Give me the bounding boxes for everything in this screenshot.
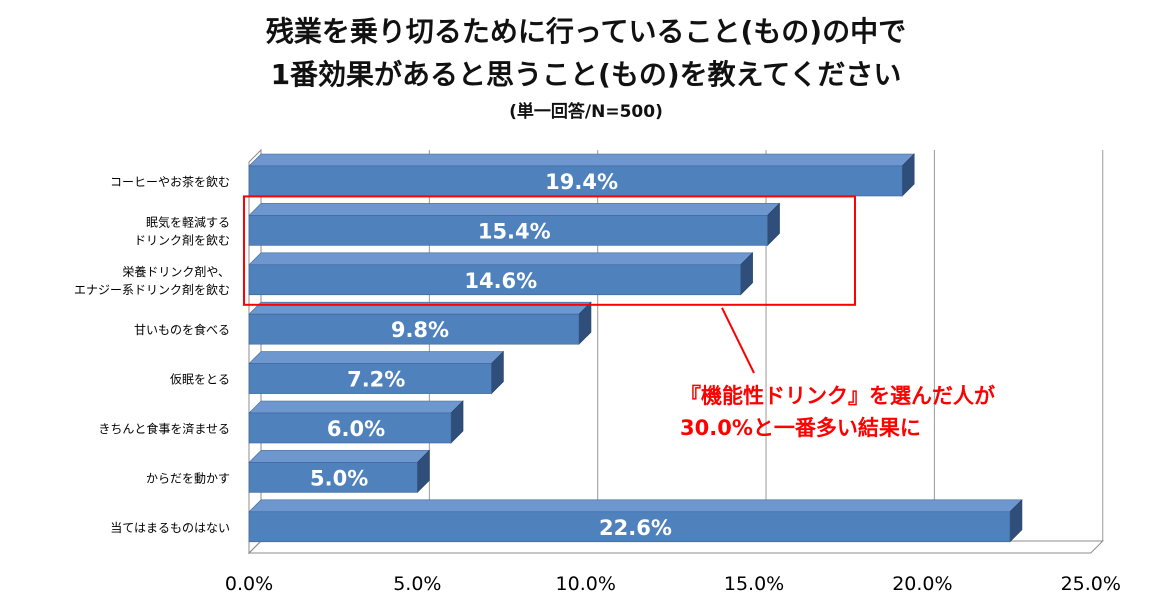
data-label-4: 7.2% <box>347 368 405 392</box>
bar-0 <box>248 165 903 197</box>
data-label-5: 6.0% <box>327 417 385 441</box>
chart-title-line1: 残業を乗り切るために行っていること(もの)の中で <box>265 15 907 48</box>
floor <box>247 540 1104 554</box>
bar-top-1 <box>248 203 781 216</box>
bar-top-5 <box>248 400 464 414</box>
x-tick-label-5: 25.0% <box>1061 573 1121 595</box>
bar-top-7 <box>248 499 1023 513</box>
x-tick-label-1: 5.0% <box>393 573 441 595</box>
bar-3 <box>248 313 580 345</box>
bar-top-4 <box>248 351 505 364</box>
bar-5 <box>248 412 452 444</box>
bar-7 <box>248 511 1011 543</box>
category-label-4: 仮眠をとる <box>170 373 230 387</box>
callout-line <box>721 307 755 374</box>
bar-1 <box>248 215 768 246</box>
x-tick-label-4: 20.0% <box>892 573 952 595</box>
bar-4 <box>248 363 492 394</box>
bar-6 <box>248 462 418 493</box>
category-label-2-1: エナジー系ドリンク剤を飲む <box>74 282 230 297</box>
bar-2 <box>248 264 741 296</box>
category-label-1-0: 眠気を軽減する <box>146 214 230 229</box>
data-label-2: 14.6% <box>464 269 537 293</box>
chart-subtitle: (単一回答/N=500) <box>509 102 663 122</box>
bar-top-2 <box>248 252 754 266</box>
x-tick-label-3: 15.0% <box>724 573 784 595</box>
category-label-1-1: ドリンク剤を飲む <box>134 232 230 247</box>
data-label-1: 15.4% <box>478 219 551 243</box>
data-label-6: 5.0% <box>310 466 368 490</box>
annotation-line2: 30.0%と一番多い結果に <box>680 416 921 440</box>
bar-top-6 <box>248 450 431 463</box>
category-label-7: 当てはまるものはない <box>110 521 230 535</box>
bar-top-0 <box>248 153 915 167</box>
category-label-3: 甘いものを食べる <box>134 322 230 337</box>
category-label-0: コーヒーやお茶を飲む <box>110 174 230 189</box>
x-tick-label-0: 0.0% <box>225 573 273 595</box>
annotation-line1: 『機能性ドリンク』を選んだ人が <box>680 384 995 408</box>
chart-title-line2: 1番効果があると思うこと(もの)を教えてください <box>270 58 902 91</box>
data-label-7: 22.6% <box>599 516 672 540</box>
category-label-5: きちんと食事を済ませる <box>98 421 230 436</box>
data-label-0: 19.4% <box>545 170 618 194</box>
category-label-6: からだを動かす <box>146 471 230 485</box>
data-label-3: 9.8% <box>391 318 449 342</box>
x-tick-label-2: 10.0% <box>556 573 616 595</box>
category-label-2-0: 栄養ドリンク剤や、 <box>122 264 230 279</box>
highlight-box <box>243 195 856 306</box>
